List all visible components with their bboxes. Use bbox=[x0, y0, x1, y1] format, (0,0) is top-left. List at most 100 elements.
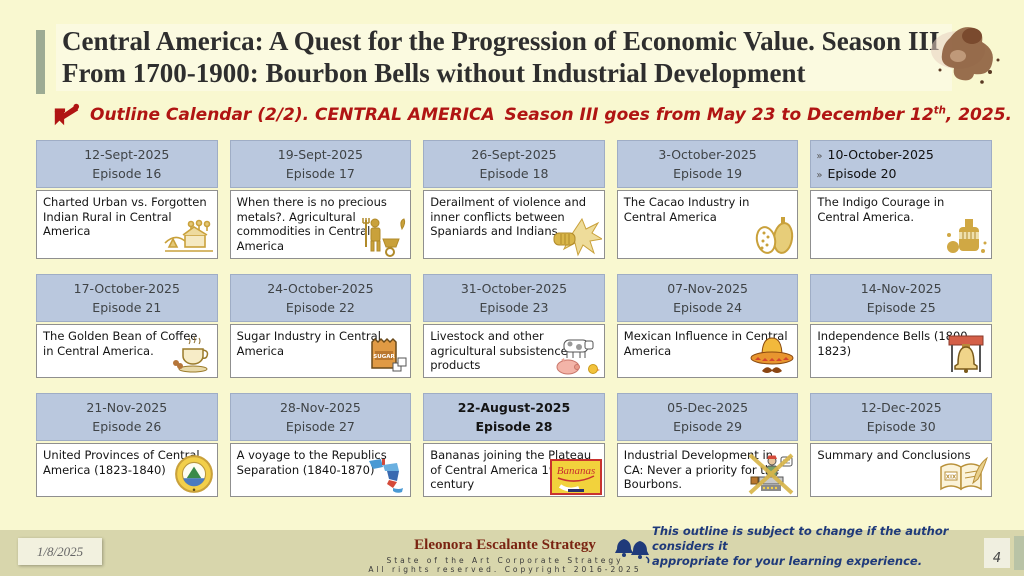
episode-description: Sugar Industry in Central America SUGAR bbox=[229, 323, 412, 379]
episode-header: 26-Sept-2025 Episode 18 bbox=[423, 140, 605, 188]
episode-date: 3-October-2025 bbox=[658, 147, 757, 162]
card-episode-16: 12-Sept-2025 Episode 16 Charted Urban vs… bbox=[36, 140, 218, 259]
slide-date: 1/8/2025 bbox=[18, 538, 102, 565]
episode-description: Independence Bells (1800-1823) bbox=[810, 323, 992, 379]
card-episode-17: 19-Sept-2025 Episode 17 When there is no… bbox=[229, 140, 412, 259]
episode-header: 31-October-2025 Episode 23 bbox=[423, 273, 605, 322]
episode-header: 07-Nov-2025 Episode 24 bbox=[616, 273, 799, 322]
episode-date: 28-Nov-2025 bbox=[279, 400, 361, 416]
page-number: 4 bbox=[984, 538, 1010, 568]
summary-book-icon: XIX bbox=[940, 457, 988, 491]
episode-number: Episode 30 bbox=[866, 419, 936, 435]
episode-date: » 10-October-2025 bbox=[816, 147, 934, 162]
central-america-map-icon bbox=[369, 459, 404, 493]
svg-text:Bananas: Bananas bbox=[557, 465, 596, 477]
episode-number: Episode 23 bbox=[479, 299, 549, 315]
liberty-bell-icon bbox=[948, 335, 984, 374]
footer-band bbox=[0, 530, 1024, 576]
episode-header: 12-Dec-2025 Episode 30 bbox=[810, 393, 992, 442]
card-episode-28: 22-August-2025 Episode 28 Bananas joinin… bbox=[423, 393, 605, 498]
episode-number: Episode 27 bbox=[285, 419, 355, 435]
outline-calendar-label: Outline Calendar (2/2). CENTRAL AMERICA bbox=[90, 105, 495, 125]
subtitle-row: Outline Calendar (2/2). CENTRAL AMERICA … bbox=[52, 102, 1012, 128]
indigo-jar-icon bbox=[947, 218, 987, 253]
episode-number: Episode 25 bbox=[866, 299, 936, 315]
episode-description: Derailment of violence and inner conflic… bbox=[423, 190, 605, 259]
episode-description: Livestock and other agricultural subsist… bbox=[423, 323, 605, 379]
episode-description: Bananas joining the Plateau of Central A… bbox=[423, 443, 605, 498]
episode-number: Episode 21 bbox=[92, 299, 162, 315]
episode-description: The Golden Bean of Coffee in Central Ame… bbox=[36, 323, 218, 379]
season-dates-label: Season III goes from May 23 to December … bbox=[504, 105, 1012, 125]
farmer-cart-icon bbox=[362, 217, 406, 257]
episode-description: Charted Urban vs. Forgotten Indian Rural… bbox=[36, 190, 218, 259]
card-episode-24: 07-Nov-2025 Episode 24 Mexican Influence… bbox=[616, 273, 799, 379]
card-episode-18: 26-Sept-2025 Episode 18 Derailment of vi… bbox=[423, 140, 605, 259]
episode-header: » 10-October-2025 » Episode 20 bbox=[810, 140, 992, 188]
conflict-fist-icon bbox=[553, 217, 602, 257]
card-episode-26: 21-Nov-2025 Episode 26 United Provinces … bbox=[36, 393, 218, 498]
bells-icon bbox=[615, 539, 650, 564]
disclaimer-note: This outline is subject to change if the… bbox=[652, 524, 949, 569]
sombrero-mustache-icon bbox=[750, 337, 794, 374]
card-episode-29: 05-Dec-2025 Episode 29 Industrial Develo… bbox=[616, 393, 799, 498]
episode-header: 12-Sept-2025 Episode 16 bbox=[36, 140, 218, 188]
episode-header: 19-Sept-2025 Episode 17 bbox=[229, 140, 412, 188]
cacao-pods-icon bbox=[756, 216, 794, 254]
livestock-icon bbox=[556, 339, 600, 375]
company-tagline: State of the Art Corporate Strategy bbox=[386, 555, 624, 565]
episode-header: 17-October-2025 Episode 21 bbox=[36, 273, 218, 322]
episode-description: The Cacao Industry in Central America bbox=[616, 190, 799, 259]
episode-date: 22-August-2025 bbox=[457, 400, 571, 416]
edge-decoration bbox=[1014, 536, 1024, 570]
episode-date: 31-October-2025 bbox=[460, 280, 568, 296]
episode-description: The Indigo Courage in Central America. bbox=[810, 190, 992, 259]
card-episode-25: 14-Nov-2025 Episode 25 Independence Bell… bbox=[810, 273, 992, 379]
episode-date: 05-Dec-2025 bbox=[667, 400, 749, 416]
episode-header: 24-October-2025 Episode 22 bbox=[229, 273, 412, 322]
card-episode-19: 3-October-2025 Episode 19 The Cacao Indu… bbox=[616, 140, 799, 259]
episode-date: 14-Nov-2025 bbox=[860, 280, 942, 296]
title-line-2: From 1700-1900: Bourbon Bells without In… bbox=[62, 58, 806, 89]
episode-header: 28-Nov-2025 Episode 27 bbox=[229, 393, 412, 442]
herald-trumpet-icon bbox=[54, 103, 80, 126]
episode-number: Episode 26 bbox=[92, 419, 162, 435]
sugar-bag-icon: SUGAR bbox=[371, 337, 407, 372]
episode-date: 12-Dec-2025 bbox=[860, 400, 942, 416]
episode-description: Mexican Influence in Central America bbox=[616, 323, 799, 379]
card-episode-27: 28-Nov-2025 Episode 27 A voyage to the R… bbox=[229, 393, 412, 498]
coffee-cup-icon bbox=[172, 336, 208, 373]
slide-title: Central America: A Quest for the Progres… bbox=[56, 24, 952, 91]
title-accent-bar bbox=[36, 30, 45, 94]
company-name: Eleonora Escalante Strategy bbox=[414, 537, 596, 553]
title-line-1: Central America: A Quest for the Progres… bbox=[62, 26, 940, 56]
episode-number: Episode 17 bbox=[285, 166, 355, 181]
svg-text:XIX: XIX bbox=[946, 475, 957, 481]
episode-header: 3-October-2025 Episode 19 bbox=[616, 140, 799, 188]
episode-grid: 12-Sept-2025 Episode 16 Charted Urban vs… bbox=[36, 140, 992, 498]
episode-description: Summary and Conclusions XIX bbox=[810, 443, 992, 498]
episode-date: 19-Sept-2025 bbox=[277, 147, 363, 162]
svg-text:SUGAR: SUGAR bbox=[373, 354, 395, 360]
card-episode-21: 17-October-2025 Episode 21 The Golden Be… bbox=[36, 273, 218, 379]
episode-number: Episode 16 bbox=[92, 166, 162, 181]
card-episode-22: 24-October-2025 Episode 22 Sugar Industr… bbox=[229, 273, 412, 379]
copyright-text: All rights reserved. Copyright 2016-2025 bbox=[368, 565, 642, 575]
episode-description: Industrial Development in CA: Never a pr… bbox=[616, 443, 799, 498]
episode-header: 05-Dec-2025 Episode 29 bbox=[616, 393, 799, 442]
episode-date: 07-Nov-2025 bbox=[667, 280, 748, 296]
episode-description: A voyage to the Republics Separation (18… bbox=[229, 443, 412, 498]
episode-number: » Episode 20 bbox=[816, 166, 897, 181]
episode-number: Episode 19 bbox=[673, 166, 743, 181]
episode-number: Episode 29 bbox=[673, 419, 743, 435]
episode-number: Episode 28 bbox=[475, 419, 553, 435]
village-farm-icon bbox=[164, 219, 213, 252]
no-industry-icon bbox=[749, 453, 794, 495]
card-episode-23: 31-October-2025 Episode 23 Livestock and… bbox=[423, 273, 605, 379]
horse-watercolor-image bbox=[931, 27, 1000, 84]
episode-date: 12-Sept-2025 bbox=[84, 147, 170, 162]
episode-number: Episode 24 bbox=[673, 299, 743, 315]
episode-number: Episode 22 bbox=[285, 299, 355, 315]
bananas-label-icon: Bananas bbox=[549, 459, 602, 496]
